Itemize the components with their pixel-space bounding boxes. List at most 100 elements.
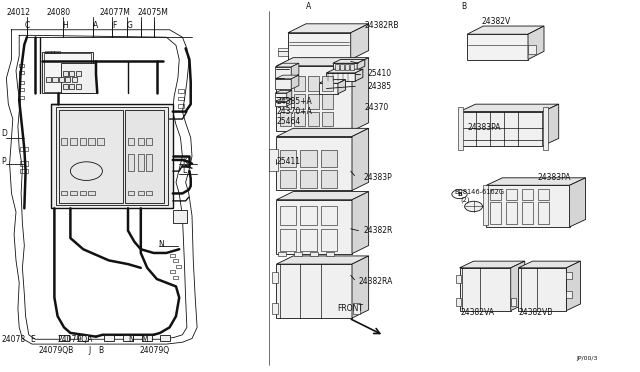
Text: 24370: 24370 — [365, 103, 389, 112]
Text: F: F — [112, 21, 116, 30]
Bar — [59, 77, 64, 82]
Bar — [146, 191, 152, 195]
Bar — [294, 252, 302, 256]
Bar — [19, 88, 24, 91]
Bar — [128, 138, 134, 145]
Bar — [321, 170, 337, 188]
Polygon shape — [486, 185, 570, 227]
Polygon shape — [326, 69, 363, 73]
Text: K: K — [182, 157, 188, 166]
Text: 24382RA: 24382RA — [358, 277, 393, 286]
Text: JP/00/3: JP/00/3 — [576, 356, 598, 361]
Bar — [19, 64, 24, 67]
Text: 24382V: 24382V — [481, 17, 511, 26]
Text: L: L — [182, 166, 187, 175]
Bar — [125, 110, 164, 203]
Bar — [506, 202, 517, 224]
Bar — [123, 335, 133, 341]
Text: M: M — [141, 335, 147, 344]
Text: P: P — [1, 157, 6, 166]
Polygon shape — [460, 261, 525, 268]
Polygon shape — [275, 79, 291, 89]
Polygon shape — [276, 128, 369, 137]
Bar — [522, 202, 533, 224]
Bar — [173, 276, 178, 279]
Bar — [160, 335, 170, 341]
Polygon shape — [276, 200, 352, 254]
Polygon shape — [566, 261, 580, 311]
Text: 24382RB: 24382RB — [365, 21, 399, 30]
Polygon shape — [543, 104, 559, 146]
Bar — [45, 51, 47, 53]
Polygon shape — [287, 99, 292, 106]
Bar — [538, 202, 549, 224]
Bar — [321, 206, 337, 225]
Bar — [128, 154, 134, 171]
Bar — [170, 254, 175, 257]
Bar — [280, 229, 296, 251]
Bar — [308, 112, 319, 126]
Bar — [294, 112, 305, 126]
Bar — [178, 89, 184, 93]
Bar — [490, 189, 501, 200]
Bar — [88, 138, 95, 145]
Bar — [300, 206, 317, 225]
Bar — [294, 76, 305, 91]
Text: A: A — [306, 2, 311, 11]
Text: E: E — [31, 335, 35, 344]
Bar — [280, 150, 296, 167]
Text: B08146-6162G: B08146-6162G — [454, 189, 504, 195]
Bar — [72, 77, 77, 82]
Bar — [52, 77, 58, 82]
Text: 24080: 24080 — [46, 8, 70, 17]
Polygon shape — [486, 178, 586, 185]
Text: 24079QA: 24079QA — [58, 335, 93, 344]
Bar — [345, 64, 349, 70]
Bar — [76, 71, 81, 76]
Bar — [322, 94, 333, 109]
Polygon shape — [528, 26, 544, 60]
Bar — [146, 154, 152, 171]
Bar — [56, 107, 168, 205]
Bar — [272, 303, 278, 314]
Bar — [178, 104, 184, 108]
Text: B: B — [461, 2, 466, 11]
Text: 25464: 25464 — [276, 118, 301, 126]
Bar — [511, 298, 516, 306]
Bar — [63, 84, 68, 89]
Polygon shape — [333, 60, 365, 63]
Bar — [322, 112, 333, 126]
Text: 24383P: 24383P — [364, 173, 392, 182]
Polygon shape — [467, 26, 544, 34]
Bar — [48, 51, 51, 53]
Bar — [300, 229, 317, 251]
Polygon shape — [352, 192, 369, 254]
Bar — [538, 189, 549, 200]
Text: G: G — [127, 21, 132, 30]
Bar — [170, 270, 175, 273]
Text: 24382R: 24382R — [364, 226, 393, 235]
Bar — [104, 335, 114, 341]
Bar — [142, 335, 152, 341]
Bar — [456, 275, 461, 283]
Circle shape — [465, 201, 483, 212]
Polygon shape — [518, 268, 566, 311]
Bar — [128, 191, 134, 195]
Bar — [146, 138, 152, 145]
Polygon shape — [275, 102, 287, 106]
Bar — [321, 229, 337, 251]
Bar — [173, 259, 178, 262]
Polygon shape — [276, 58, 369, 66]
Bar — [280, 76, 291, 91]
Polygon shape — [288, 33, 351, 60]
Text: J: J — [88, 346, 91, 355]
Bar — [506, 189, 517, 200]
Text: 24383PA: 24383PA — [467, 123, 500, 132]
Bar — [280, 94, 291, 109]
Text: (2): (2) — [461, 196, 470, 203]
Polygon shape — [275, 67, 291, 78]
Polygon shape — [275, 63, 299, 67]
Bar — [80, 138, 86, 145]
Bar — [294, 94, 305, 109]
Polygon shape — [460, 268, 511, 311]
